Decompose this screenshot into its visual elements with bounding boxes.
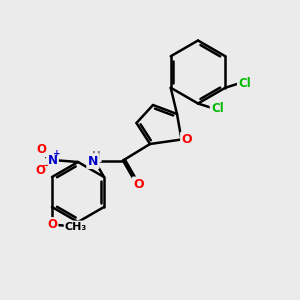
Text: O: O bbox=[182, 133, 192, 146]
Text: −: − bbox=[41, 161, 49, 170]
Text: O: O bbox=[47, 218, 57, 232]
Text: O: O bbox=[36, 142, 46, 156]
Text: O: O bbox=[35, 164, 45, 178]
Text: CH₃: CH₃ bbox=[64, 221, 87, 232]
Text: O: O bbox=[133, 178, 144, 191]
Text: Cl: Cl bbox=[211, 101, 224, 115]
Text: N: N bbox=[47, 154, 58, 167]
Text: +: + bbox=[53, 149, 61, 158]
Text: Cl: Cl bbox=[238, 77, 251, 90]
Text: N: N bbox=[88, 154, 98, 168]
Text: H: H bbox=[92, 151, 100, 161]
